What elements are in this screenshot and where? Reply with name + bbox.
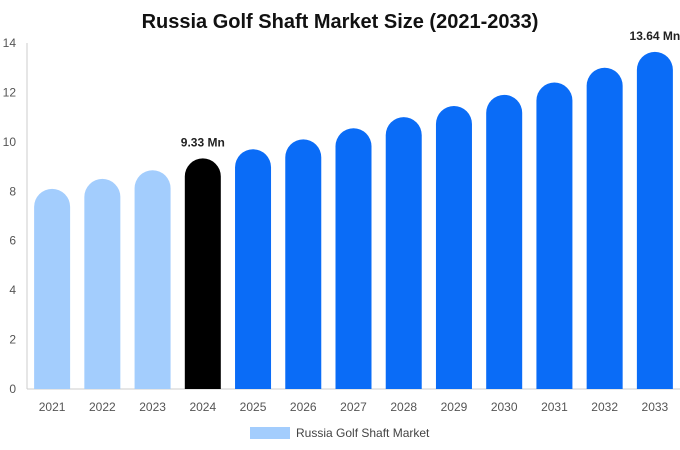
bar-2021 xyxy=(34,188,71,389)
chart-title: Russia Golf Shaft Market Size (2021-2033… xyxy=(142,11,539,33)
x-tick-label: 2024 xyxy=(189,400,216,414)
y-tick-label: 6 xyxy=(9,234,16,248)
data-label-2024: 9.33 Mn xyxy=(181,135,225,149)
y-tick-label: 0 xyxy=(9,382,16,396)
bar-2031 xyxy=(536,82,573,390)
x-tick-label: 2032 xyxy=(591,400,618,414)
bar-2029 xyxy=(435,106,472,390)
x-tick-label: 2022 xyxy=(89,400,116,414)
bar-2028 xyxy=(385,117,422,389)
x-tick-label: 2033 xyxy=(642,400,669,414)
legend-swatch xyxy=(250,427,290,439)
x-tick-label: 2026 xyxy=(290,400,317,414)
y-tick-label: 14 xyxy=(3,36,17,50)
bar-2025 xyxy=(235,149,272,389)
x-tick-label: 2028 xyxy=(390,400,417,414)
data-label-2033: 13.64 Mn xyxy=(630,29,680,43)
y-tick-label: 8 xyxy=(9,184,16,198)
x-tick-label: 2027 xyxy=(340,400,367,414)
y-tick-label: 4 xyxy=(9,283,16,297)
bar-2030 xyxy=(486,94,523,389)
y-tick-label: 10 xyxy=(3,135,17,149)
x-tick-label: 2031 xyxy=(541,400,568,414)
data-labels: 9.33 Mn 13.64 Mn xyxy=(181,29,680,150)
bar-2026 xyxy=(285,139,322,389)
bar-2027 xyxy=(335,128,372,389)
x-tick-label: 2029 xyxy=(441,400,468,414)
bar-2033 xyxy=(636,51,673,389)
x-tick-label: 2030 xyxy=(491,400,518,414)
x-tick-label: 2021 xyxy=(39,400,66,414)
bar-2024 xyxy=(184,158,221,389)
y-axis: 0 2 4 6 8 10 12 14 xyxy=(3,36,28,396)
x-tick-label: 2025 xyxy=(240,400,267,414)
y-tick-label: 12 xyxy=(3,85,17,99)
legend: Russia Golf Shaft Market xyxy=(250,426,430,440)
legend-label: Russia Golf Shaft Market xyxy=(296,426,430,440)
bars xyxy=(34,51,673,390)
y-tick-label: 2 xyxy=(9,333,16,347)
bar-2022 xyxy=(84,178,121,389)
x-axis: 2021 2022 2023 2024 2025 2026 2027 2028 2029 2030… xyxy=(27,388,680,414)
bar-2023 xyxy=(134,170,171,389)
bar-2032 xyxy=(586,67,623,389)
x-tick-label: 2023 xyxy=(139,400,166,414)
